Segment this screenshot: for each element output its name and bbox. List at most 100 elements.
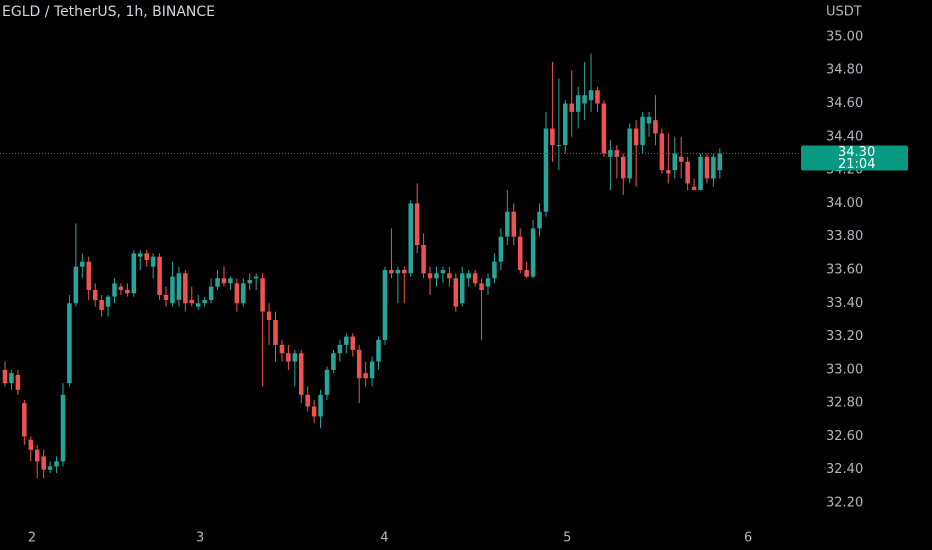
candle-body (118, 286, 124, 290)
candle-body (260, 278, 265, 312)
candle-body (717, 153, 723, 171)
candle-body (556, 145, 562, 147)
candle-body (440, 269, 446, 274)
candle-body (414, 203, 420, 246)
candle-body (318, 394, 323, 417)
candle-body (447, 273, 452, 279)
candle-body (131, 253, 137, 294)
candle-body (183, 273, 188, 304)
candle-body (640, 116, 645, 146)
candle-body (47, 466, 53, 470)
candle-body (646, 116, 652, 124)
candle-body (389, 269, 394, 274)
candle-body (485, 278, 491, 287)
candle-body (408, 203, 413, 274)
candle-body (620, 156, 626, 179)
candle-body (395, 269, 401, 274)
candle-body (195, 303, 201, 307)
candle-body (498, 236, 504, 262)
candle-body (511, 211, 517, 237)
y-tick-label: 32.40 (826, 462, 863, 477)
candle-body (711, 156, 716, 179)
y-tick-label: 34.60 (826, 96, 863, 111)
candle-body (453, 278, 459, 307)
y-tick-label: 32.60 (826, 429, 863, 444)
candle-body (221, 278, 227, 284)
candle-body (99, 299, 104, 310)
y-tick-label: 34.40 (826, 129, 863, 144)
candle-body (157, 256, 162, 295)
candle-body (73, 266, 79, 304)
candle-body (144, 253, 149, 261)
candle-body (421, 245, 426, 274)
candle-body (517, 236, 523, 270)
y-tick-label: 33.20 (826, 329, 863, 344)
candle-body (659, 133, 665, 171)
candle-body (588, 90, 594, 101)
last-price-badge (801, 145, 908, 171)
x-tick-label: 2 (28, 531, 36, 546)
candle-body (150, 256, 156, 267)
candle-body (9, 373, 14, 384)
countdown-label: 21:04 (838, 157, 875, 172)
candle-body (163, 294, 169, 300)
candle-body (530, 228, 536, 277)
candle-body (331, 353, 336, 370)
candle-body (356, 349, 362, 379)
candle-body (279, 344, 285, 354)
candle-body (601, 103, 607, 154)
candle-body (228, 278, 233, 284)
candle-body (479, 283, 484, 290)
candle-body (311, 406, 317, 417)
currency-label: USDT (826, 5, 862, 20)
candle-body (685, 161, 690, 184)
x-tick-label: 4 (380, 531, 388, 546)
candle-body (678, 156, 684, 162)
plot-area (0, 53, 810, 479)
candle-body (15, 374, 21, 390)
candle-body (402, 269, 407, 274)
y-tick-label: 33.40 (826, 296, 863, 311)
candle-body (105, 296, 111, 307)
candle-body (189, 299, 195, 304)
y-tick-label: 33.80 (826, 229, 863, 244)
candle-body (86, 261, 91, 290)
candle-body (459, 273, 465, 304)
candle-body (138, 253, 143, 257)
candle-body (369, 361, 375, 379)
candle-body (563, 103, 568, 146)
price-axis: 32.20 32.40 32.60 32.80 33.00 33.20 33.40 33.60… (28, 29, 908, 546)
candle-body (41, 456, 46, 470)
candle-body (125, 289, 130, 294)
y-tick-label: 32.20 (826, 496, 863, 511)
candle-body (672, 153, 678, 171)
candle-body (92, 289, 98, 300)
candle-body (492, 261, 497, 279)
candle-body (537, 211, 542, 229)
candle-body (363, 373, 368, 379)
candle-body (524, 269, 529, 277)
y-tick-label: 34.00 (826, 196, 863, 211)
x-tick-label: 5 (563, 531, 571, 546)
candle-body (67, 303, 72, 384)
candle-body (608, 150, 613, 157)
candle-body (324, 369, 330, 395)
candle-body (666, 170, 671, 174)
candle-body (170, 276, 175, 304)
candle-body (273, 319, 278, 345)
candle-body (22, 403, 27, 437)
y-tick-label: 32.80 (826, 396, 863, 411)
candle-body (292, 353, 298, 362)
candle-body (704, 156, 710, 179)
candle-body (202, 299, 207, 304)
candle-body (505, 211, 510, 237)
candle-body (305, 394, 310, 407)
candle-body (337, 344, 343, 354)
candle-body (350, 336, 356, 350)
candle-body (247, 279, 252, 284)
candle-body (472, 273, 478, 284)
candle-body (434, 273, 439, 279)
candle-body (543, 128, 549, 212)
